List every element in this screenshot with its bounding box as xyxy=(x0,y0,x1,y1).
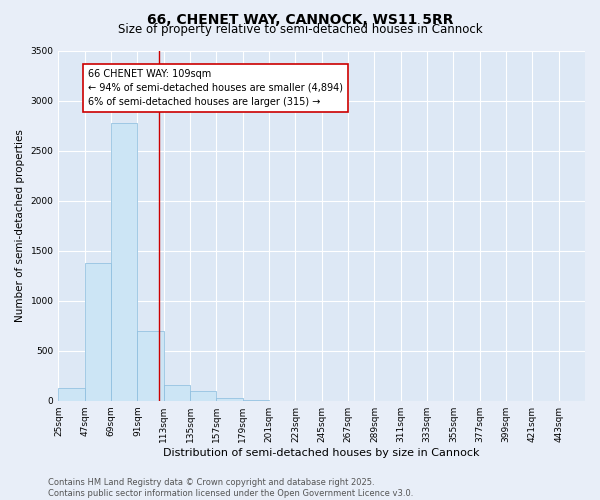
Bar xyxy=(85,263,111,400)
Y-axis label: Number of semi-detached properties: Number of semi-detached properties xyxy=(15,130,25,322)
Bar xyxy=(217,398,243,400)
Bar xyxy=(190,390,217,400)
Text: Size of property relative to semi-detached houses in Cannock: Size of property relative to semi-detach… xyxy=(118,22,482,36)
X-axis label: Distribution of semi-detached houses by size in Cannock: Distribution of semi-detached houses by … xyxy=(163,448,480,458)
Text: 66, CHENET WAY, CANNOCK, WS11 5RR: 66, CHENET WAY, CANNOCK, WS11 5RR xyxy=(147,12,453,26)
Bar xyxy=(164,384,190,400)
Bar xyxy=(137,331,164,400)
Bar xyxy=(111,123,137,400)
Text: Contains HM Land Registry data © Crown copyright and database right 2025.
Contai: Contains HM Land Registry data © Crown c… xyxy=(48,478,413,498)
Bar xyxy=(58,388,85,400)
Text: 66 CHENET WAY: 109sqm
← 94% of semi-detached houses are smaller (4,894)
6% of se: 66 CHENET WAY: 109sqm ← 94% of semi-deta… xyxy=(88,69,343,107)
